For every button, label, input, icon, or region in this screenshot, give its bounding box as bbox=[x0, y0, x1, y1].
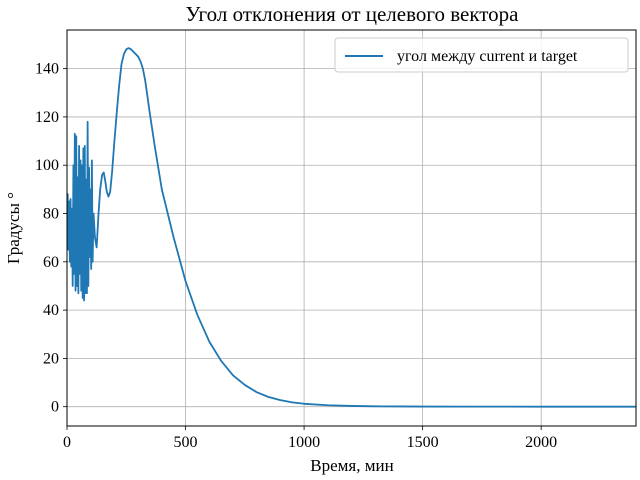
series-layer bbox=[67, 47, 636, 408]
y-tick-label: 60 bbox=[43, 254, 59, 271]
x-axis-label: Время, мин bbox=[310, 456, 393, 475]
x-tick-label: 0 bbox=[63, 434, 71, 451]
y-tick-label: 100 bbox=[35, 157, 59, 174]
y-tick-label: 20 bbox=[43, 350, 59, 367]
y-tick-label: 0 bbox=[51, 399, 59, 416]
legend: угол между current и target bbox=[334, 37, 629, 73]
y-tick-label: 120 bbox=[35, 109, 59, 126]
y-tick-label: 40 bbox=[43, 302, 59, 319]
y-tick-label: 140 bbox=[35, 61, 59, 78]
x-tick-label: 1500 bbox=[407, 434, 439, 451]
x-tick-label: 500 bbox=[174, 434, 198, 451]
y-tick-label: 80 bbox=[43, 206, 59, 223]
x-tick-label: 2000 bbox=[525, 434, 557, 451]
gridlines bbox=[66, 30, 636, 426]
axes-frame bbox=[66, 29, 637, 427]
plot-area bbox=[67, 30, 636, 426]
y-axis-label: Градусы ° bbox=[4, 192, 23, 264]
x-tick-label: 1000 bbox=[288, 434, 320, 451]
series-line-0 bbox=[67, 47, 636, 408]
ticks: 0 500 1000 1500 2000 0 20 40 60 80 100 120 140 bbox=[35, 61, 557, 451]
legend-label: угол между current и target bbox=[397, 48, 578, 65]
legend-box bbox=[334, 37, 629, 73]
chart-title: Угол отклонения от целевого вектора bbox=[186, 2, 520, 26]
